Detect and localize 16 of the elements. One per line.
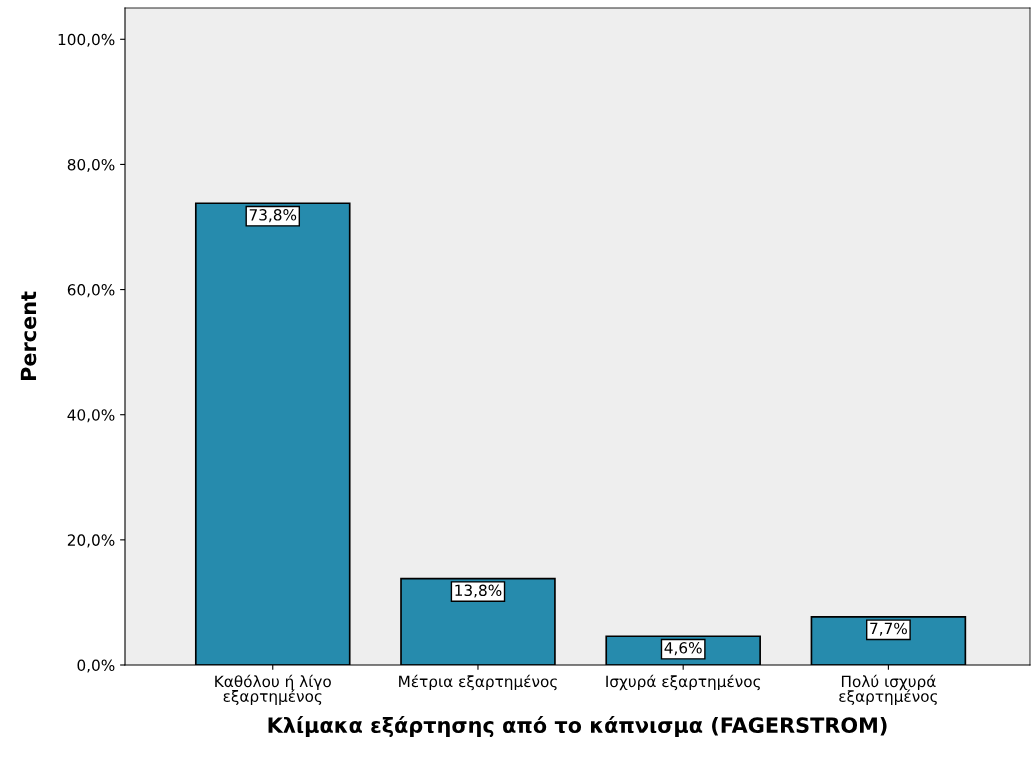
data-label: 4,6% — [664, 642, 702, 656]
data-label: 73,8% — [249, 209, 297, 223]
y-tick-label: 100,0% — [58, 33, 115, 47]
y-tick-label: 80,0% — [67, 158, 115, 173]
x-tick-label: Καθόλου ή λίγο εξαρτημένος — [215, 674, 331, 705]
y-tick-label: 60,0% — [67, 284, 115, 298]
y-tick-label: 20,0% — [67, 534, 115, 548]
x-tick-label: Πολύ ισχυρά εξαρτημένος — [839, 674, 938, 705]
x-axis-title: Κλίμακα εξάρτησης από το κάπνισμα (FAGERSTROM) — [268, 716, 887, 738]
x-tick-label: Ισχυρά εξαρτημένος — [606, 674, 761, 691]
data-label: 7,7% — [870, 622, 907, 636]
y-axis-title: Percent — [20, 291, 37, 381]
y-tick-label: 40,0% — [67, 409, 115, 423]
y-tick-label: 0,0% — [77, 659, 115, 673]
x-tick-label: Μέτρια εξαρτημένος — [399, 674, 557, 691]
data-label: 13,8% — [455, 584, 502, 598]
